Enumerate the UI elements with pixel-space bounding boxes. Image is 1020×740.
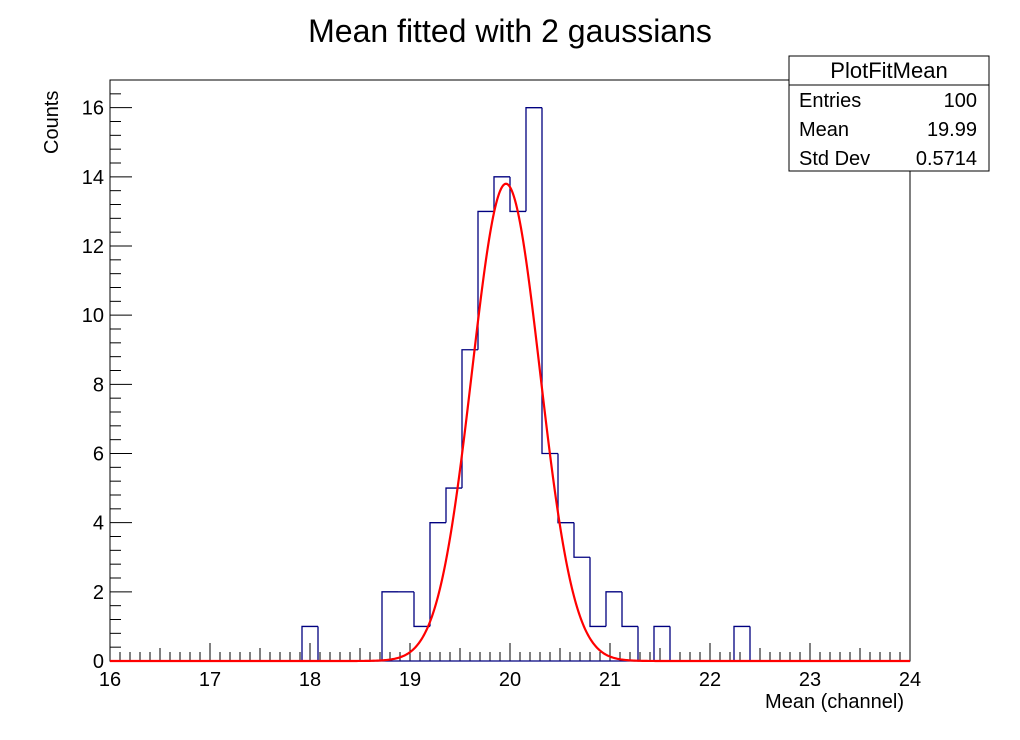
histogram-bin — [573, 522, 590, 558]
histogram-bin — [493, 176, 510, 212]
y-tick-label: 2 — [93, 582, 104, 604]
x-tick-label: 17 — [199, 669, 221, 691]
histogram-bin — [557, 453, 574, 524]
y-tick-label: 12 — [82, 236, 104, 258]
y-tick-label: 4 — [93, 513, 104, 535]
chart-title: Mean fitted with 2 gaussians — [308, 13, 712, 49]
stats-stddev-value: 0.5714 — [916, 148, 977, 170]
gaussian-fit-curve — [110, 182, 910, 663]
x-tick-label: 24 — [899, 669, 921, 691]
stats-box: PlotFitMean Entries 100 Mean 19.99 Std D… — [788, 55, 990, 172]
histogram-bin — [381, 591, 398, 661]
y-tick-label: 16 — [82, 98, 104, 120]
x-tick-label: 20 — [499, 669, 521, 691]
histogram-bin — [621, 591, 638, 628]
histogram-bin — [413, 591, 430, 628]
stats-box-frame — [788, 55, 990, 172]
histogram-bin — [541, 107, 558, 455]
y-tick-label: 10 — [82, 305, 104, 327]
x-tick-label: 22 — [699, 669, 721, 691]
histogram-bin — [525, 107, 542, 212]
x-axis-label: Mean (channel) — [765, 691, 904, 713]
x-axis-ticks: 16 17 18 19 20 21 22 23 24 — [99, 643, 921, 691]
histogram-bin — [477, 210, 494, 350]
y-tick-label: 14 — [82, 167, 104, 189]
y-tick-label: 6 — [93, 444, 104, 466]
histogram-bin — [605, 591, 622, 627]
y-tick-label: 8 — [93, 374, 104, 396]
histogram-bin — [301, 625, 318, 661]
histogram-bars — [110, 107, 910, 662]
histogram-bin — [589, 557, 606, 628]
stats-entries-value: 100 — [944, 90, 977, 112]
stats-mean-label: Mean — [799, 119, 849, 141]
histogram-bin — [733, 625, 750, 661]
stats-stddev-label: Std Dev — [799, 148, 870, 170]
x-tick-label: 23 — [799, 669, 821, 691]
stats-entries-label: Entries — [799, 90, 861, 112]
histogram-bin — [429, 522, 446, 627]
x-tick-label: 19 — [399, 669, 421, 691]
x-tick-label: 16 — [99, 669, 121, 691]
stats-mean-value: 19.99 — [927, 119, 977, 141]
y-axis-label: Counts — [41, 91, 63, 154]
fit-curve-group — [110, 182, 910, 663]
x-tick-label: 18 — [299, 669, 321, 691]
histogram-bin — [461, 349, 478, 489]
histogram-bin — [653, 625, 670, 661]
stats-box-title: PlotFitMean — [830, 58, 947, 83]
x-tick-label: 21 — [599, 669, 621, 691]
y-axis-ticks: 0 2 4 6 8 10 12 14 16 — [82, 79, 132, 673]
y-tick-label: 0 — [93, 651, 104, 673]
